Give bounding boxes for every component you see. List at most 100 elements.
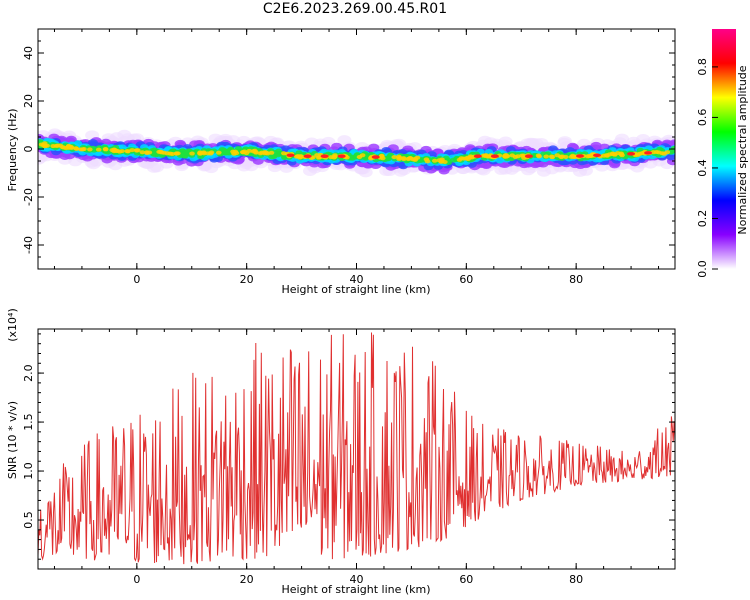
spectrogram-cell	[356, 154, 363, 159]
spectrogram-x-tick-label: 40	[350, 273, 364, 286]
spectrogram-y-tick-label: 40	[22, 46, 35, 60]
spectrogram-cell	[173, 151, 180, 156]
spectrogram-cell	[146, 150, 153, 155]
spectrogram-peak	[524, 154, 533, 158]
spectrogram-y-tick-label: -20	[22, 188, 35, 206]
spectrogram-cell	[40, 143, 47, 148]
spectrogram-peak	[473, 154, 482, 158]
snr-y-ticks: 0.5 1.0 1.5 2.0	[22, 333, 675, 570]
snr-x-ticks: 0 20 40 60 80	[53, 329, 660, 586]
spectrogram-peak	[593, 153, 602, 158]
spectrogram-cell	[529, 138, 544, 149]
spectrogram-cell	[216, 150, 222, 155]
spectrogram-cell	[79, 147, 86, 152]
spectrogram-peak	[371, 155, 380, 159]
snr-x-tick-label: 0	[133, 573, 140, 586]
spectrogram-peak	[627, 152, 636, 156]
spectrogram-cell	[549, 155, 556, 160]
spectrogram-cell	[618, 152, 625, 157]
spectrogram-cell	[164, 151, 171, 156]
spectrogram-cell	[218, 147, 226, 153]
spectrogram-cell	[337, 135, 352, 146]
snr-x-tick-label: 80	[569, 573, 583, 586]
snr-y-tick-label: 0.5	[22, 511, 35, 529]
spectrogram-cell	[423, 157, 430, 162]
snr-series-line	[38, 332, 675, 565]
spectrogram-y-ticks: -40 -20 0 20 40	[22, 28, 675, 270]
snr-x-axis-title: Height of straight line (km)	[281, 583, 430, 596]
spectrogram-cell	[240, 150, 246, 155]
spectrogram-x-tick-label: 20	[240, 273, 254, 286]
spectrogram-cell	[502, 153, 509, 158]
snr-y-axis-title: SNR (10 * v/v)	[6, 401, 19, 479]
spectrogram-cell	[554, 153, 561, 158]
spectrogram-cell	[207, 151, 214, 156]
spectrogram-peak	[337, 154, 346, 158]
spectrogram-cell	[189, 151, 195, 156]
spectrogram-cell	[391, 155, 398, 160]
colorbar-gradient	[712, 29, 736, 269]
spectrogram-cell	[535, 153, 542, 158]
snr-x-tick-label: 60	[459, 573, 473, 586]
spectrogram-peak	[320, 154, 329, 158]
spectrogram-cell	[414, 155, 421, 160]
spectrogram-cell	[464, 155, 471, 160]
snr-x-tick-label: 40	[350, 573, 364, 586]
colorbar-ticks: 0.0 0.2 0.4 0.6 0.8	[696, 58, 718, 278]
spectrogram-cell	[396, 154, 402, 159]
spectrogram-cell	[139, 150, 146, 155]
spectrogram-cell	[268, 150, 275, 155]
spectrogram-y-axis-title: Frequency (Hz)	[6, 109, 19, 192]
spectrogram-y-tick-label: 20	[22, 94, 35, 108]
spectrogram-cell	[156, 149, 162, 154]
spectrogram-x-axis-title: Height of straight line (km)	[281, 283, 430, 296]
colorbar: 0.0 0.2 0.4 0.6 0.8 Normalized spectral ampl…	[696, 29, 749, 278]
spectrogram-cell	[315, 155, 322, 160]
spectrogram-cell	[111, 147, 117, 152]
snr-panel: 0 20 40 60 80 0.5 1.0 1.5 2.0 Height of straigh…	[6, 308, 676, 596]
spectrogram-y-tick-label: -40	[22, 236, 35, 254]
spectrogram-cell	[331, 155, 337, 160]
snr-x-tick-label: 20	[240, 573, 254, 586]
spectrogram-cell	[670, 145, 675, 151]
spectrogram-cell	[477, 135, 492, 146]
spectrogram-cell	[295, 154, 301, 159]
spectrogram-peak	[303, 154, 312, 158]
spectrogram-cell	[543, 154, 550, 159]
spectrogram-cell	[659, 151, 665, 156]
spectrogram-cell	[95, 147, 102, 152]
spectrogram-cell	[146, 162, 161, 173]
spectrogram-cell	[133, 148, 140, 153]
spectrogram-cell	[498, 136, 513, 147]
spectrogram-cell	[65, 143, 72, 148]
colorbar-tick-label: 0.4	[696, 159, 709, 177]
spectrogram-cell	[604, 153, 610, 158]
spectrogram-y-tick-label: 0	[22, 146, 35, 153]
spectrogram-cell	[201, 150, 207, 155]
spectrogram-peak	[644, 151, 653, 155]
spectrogram-cell	[442, 160, 448, 165]
spectrogram-cell	[73, 146, 79, 151]
spectrogram-cell	[231, 151, 237, 156]
spectrogram-cell	[635, 152, 641, 157]
spectrogram-cell	[53, 143, 60, 148]
spectrogram-x-ticks: 0 20 40 60 80	[53, 29, 660, 286]
spectrogram-x-tick-label: 60	[459, 273, 473, 286]
spectrogram-image	[38, 128, 675, 178]
spectrogram-cell	[119, 149, 125, 154]
colorbar-label: Normalized spectral amplitude	[736, 65, 749, 234]
spectrogram-cell	[431, 158, 438, 163]
spectrogram-peak	[490, 154, 499, 158]
spectrogram-cell	[378, 154, 385, 159]
colorbar-tick-label: 0.8	[696, 58, 709, 76]
colorbar-tick-label: 0.6	[696, 109, 709, 127]
snr-y-unit: (x10⁴)	[6, 308, 19, 342]
spectrogram-cell	[59, 145, 66, 150]
spectrogram-x-tick-label: 80	[569, 273, 583, 286]
snr-y-tick-label: 2.0	[22, 364, 35, 382]
spectrogram-cell	[406, 156, 412, 161]
colorbar-tick-label: 0.0	[696, 260, 709, 278]
spectrogram-cell	[480, 153, 487, 158]
spectrogram-peak	[575, 154, 584, 158]
spectrogram-cell	[102, 147, 109, 152]
